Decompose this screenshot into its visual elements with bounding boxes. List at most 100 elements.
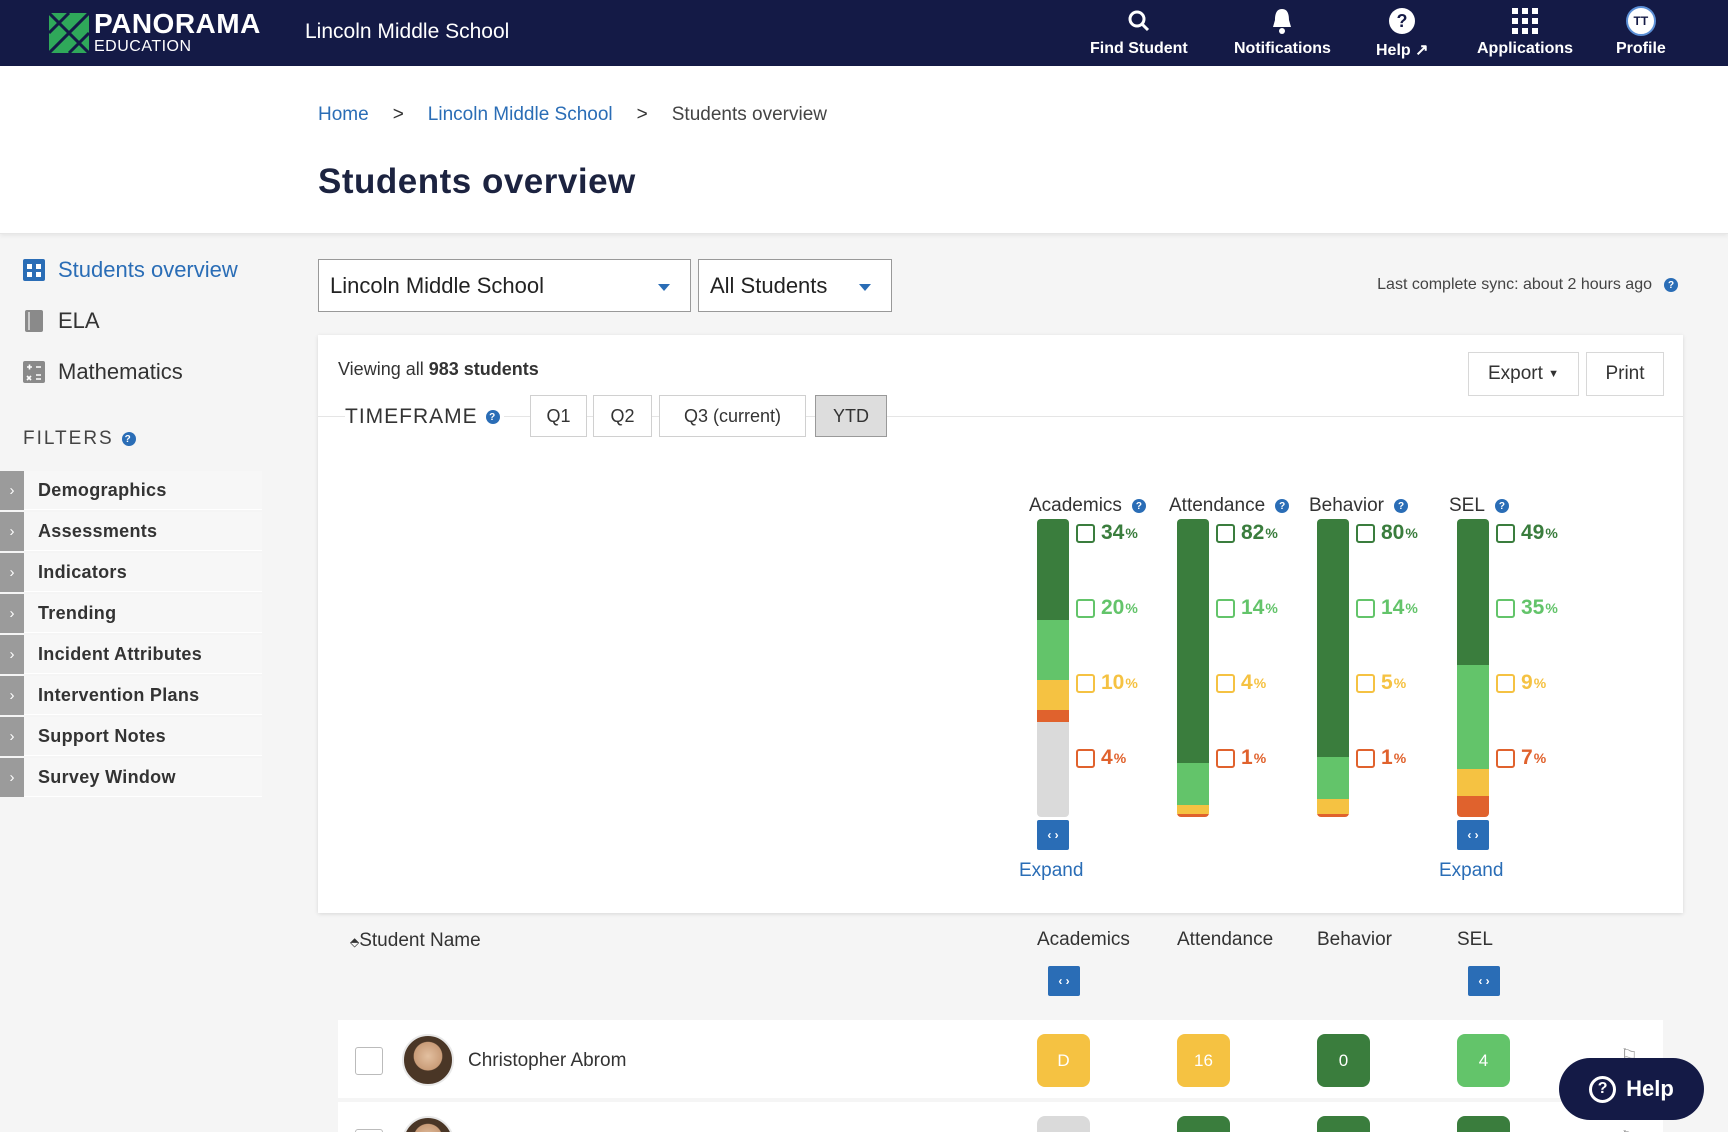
- help-chat-button[interactable]: ? Help: [1559, 1058, 1704, 1120]
- behavior-column-header[interactable]: Behavior: [1317, 929, 1392, 950]
- sel-column-expand-icon[interactable]: ‹ ›: [1468, 966, 1500, 996]
- tier-checkbox[interactable]: [1216, 748, 1235, 768]
- student-name-header[interactable]: ⬘Student Name: [350, 930, 481, 952]
- behavior-tier-filter[interactable]: 80%: [1356, 521, 1418, 545]
- academics-tier-filter[interactable]: 4%: [1076, 746, 1126, 770]
- behavior-tier-filter[interactable]: 1%: [1356, 746, 1406, 770]
- sel-cell[interactable]: [1457, 1116, 1510, 1132]
- tier-checkbox[interactable]: [1356, 523, 1375, 543]
- academics-column-expand-icon[interactable]: ‹ ›: [1048, 966, 1080, 996]
- timeframe-q1-button[interactable]: Q1: [530, 395, 587, 437]
- academics-cell[interactable]: [1037, 1116, 1090, 1132]
- academics-expand-link[interactable]: Expand: [1019, 860, 1084, 881]
- sync-help-icon[interactable]: ?: [1664, 278, 1678, 292]
- school-select[interactable]: Lincoln Middle School: [318, 259, 691, 312]
- tier-checkbox[interactable]: [1356, 748, 1375, 768]
- filter-demographics[interactable]: › Demographics: [0, 470, 262, 510]
- panorama-logo[interactable]: PANORAMA EDUCATION: [48, 10, 261, 55]
- tier-checkbox[interactable]: [1356, 598, 1375, 618]
- tier-checkbox[interactable]: [1496, 523, 1515, 543]
- tier-checkbox[interactable]: [1076, 748, 1095, 768]
- sel-tier-filter[interactable]: 35%: [1496, 596, 1558, 620]
- attendance-tier-filter[interactable]: 82%: [1216, 521, 1278, 545]
- tier-checkbox[interactable]: [1496, 598, 1515, 618]
- sel-tier-filter[interactable]: 7%: [1496, 746, 1546, 770]
- attendance-tier-filter[interactable]: 4%: [1216, 671, 1266, 695]
- academics-tier-filter[interactable]: 10%: [1076, 671, 1138, 695]
- timeframe-help-icon[interactable]: ?: [485, 410, 500, 424]
- academics-tier-filter[interactable]: 34%: [1076, 521, 1138, 545]
- tier-checkbox[interactable]: [1076, 673, 1095, 693]
- behavior-tier-filter[interactable]: 14%: [1356, 596, 1418, 620]
- behavior-distribution-bar[interactable]: [1317, 519, 1349, 817]
- sel-tier-filter[interactable]: 49%: [1496, 521, 1558, 545]
- filter-assessments[interactable]: › Assessments: [0, 511, 262, 551]
- sel-tier-filter[interactable]: 9%: [1496, 671, 1546, 695]
- sel-expand-link[interactable]: Expand: [1439, 860, 1504, 881]
- export-button[interactable]: Export ▼: [1468, 352, 1579, 396]
- academics-help-icon[interactable]: ?: [1131, 499, 1146, 513]
- academics-column-header[interactable]: Academics: [1037, 929, 1130, 950]
- filter-survey-window[interactable]: › Survey Window: [0, 757, 262, 797]
- notifications-button[interactable]: Notifications: [1234, 6, 1331, 58]
- breadcrumb-home-link[interactable]: Home: [318, 104, 369, 125]
- filter-trending[interactable]: › Trending: [0, 593, 262, 633]
- behavior-tier-filter[interactable]: 5%: [1356, 671, 1406, 695]
- filters-help-icon[interactable]: ?: [121, 432, 136, 446]
- filter-indicators[interactable]: › Indicators: [0, 552, 262, 592]
- attendance-tier-filter[interactable]: 14%: [1216, 596, 1278, 620]
- find-student-button[interactable]: Find Student: [1090, 6, 1188, 58]
- filter-support-notes[interactable]: › Support Notes: [0, 716, 262, 756]
- attendance-cell[interactable]: 16: [1177, 1034, 1230, 1087]
- attendance-column-header[interactable]: Attendance: [1177, 929, 1274, 950]
- row-checkbox[interactable]: [355, 1047, 383, 1075]
- tier-checkbox[interactable]: [1496, 748, 1515, 768]
- sel-column-header[interactable]: SEL: [1457, 929, 1493, 950]
- timeframe-ytd-button[interactable]: YTD: [815, 395, 887, 437]
- filter-intervention-plans[interactable]: › Intervention Plans: [0, 675, 262, 715]
- applications-button[interactable]: Applications: [1477, 6, 1573, 58]
- print-button[interactable]: Print: [1586, 352, 1664, 396]
- behavior-help-icon[interactable]: ?: [1394, 499, 1408, 513]
- filter-incident-attributes[interactable]: › Incident Attributes: [0, 634, 262, 674]
- table-row[interactable]: [338, 1020, 1663, 1098]
- attendance-help-icon[interactable]: ?: [1275, 499, 1290, 513]
- timeframe-q2-button[interactable]: Q2: [593, 395, 652, 437]
- sel-distribution-bar[interactable]: [1457, 519, 1489, 817]
- tier-checkbox[interactable]: [1076, 523, 1095, 543]
- academics-tier-filter[interactable]: 20%: [1076, 596, 1138, 620]
- student-group-select[interactable]: All Students: [698, 259, 892, 312]
- viewing-count-value: 983 students: [428, 359, 539, 379]
- sel-expand-icon[interactable]: ‹ ›: [1457, 820, 1489, 850]
- breadcrumb-separator: >: [392, 104, 404, 125]
- attendance-cell[interactable]: [1177, 1116, 1230, 1132]
- attendance-tier-filter[interactable]: 1%: [1216, 746, 1266, 770]
- timeframe-q3-button[interactable]: Q3 (current): [659, 395, 806, 437]
- flag-icon[interactable]: ⚐: [1620, 1126, 1638, 1132]
- help-menu-button[interactable]: ? Help ↗: [1376, 6, 1429, 60]
- sidebar-item-ela[interactable]: ELA: [22, 308, 100, 334]
- behavior-cell[interactable]: 0: [1317, 1034, 1370, 1087]
- row-checkbox[interactable]: [355, 1129, 383, 1132]
- sidebar-item-mathematics[interactable]: Mathematics: [22, 359, 183, 385]
- tier-checkbox[interactable]: [1216, 673, 1235, 693]
- tier-checkbox[interactable]: [1076, 598, 1095, 618]
- breadcrumb-school-link[interactable]: Lincoln Middle School: [427, 104, 613, 125]
- student-avatar[interactable]: [402, 1034, 454, 1086]
- table-row[interactable]: [338, 1102, 1663, 1132]
- tier-checkbox[interactable]: [1496, 673, 1515, 693]
- behavior-cell[interactable]: [1317, 1116, 1370, 1132]
- academics-cell[interactable]: D: [1037, 1034, 1090, 1087]
- sidebar-item-students-overview[interactable]: Students overview: [22, 257, 238, 283]
- student-name-link[interactable]: Christopher Abrom: [468, 1050, 627, 1071]
- tier-checkbox[interactable]: [1216, 598, 1235, 618]
- attendance-distribution-bar[interactable]: [1177, 519, 1209, 817]
- tier-checkbox[interactable]: [1216, 523, 1235, 543]
- sel-help-icon[interactable]: ?: [1494, 499, 1509, 513]
- sort-icon: ⬘: [350, 935, 360, 949]
- profile-button[interactable]: TT Profile: [1616, 6, 1666, 58]
- tier-checkbox[interactable]: [1356, 673, 1375, 693]
- academics-distribution-bar[interactable]: [1037, 519, 1069, 817]
- academics-expand-icon[interactable]: ‹ ›: [1037, 820, 1069, 850]
- sel-cell[interactable]: 4: [1457, 1034, 1510, 1087]
